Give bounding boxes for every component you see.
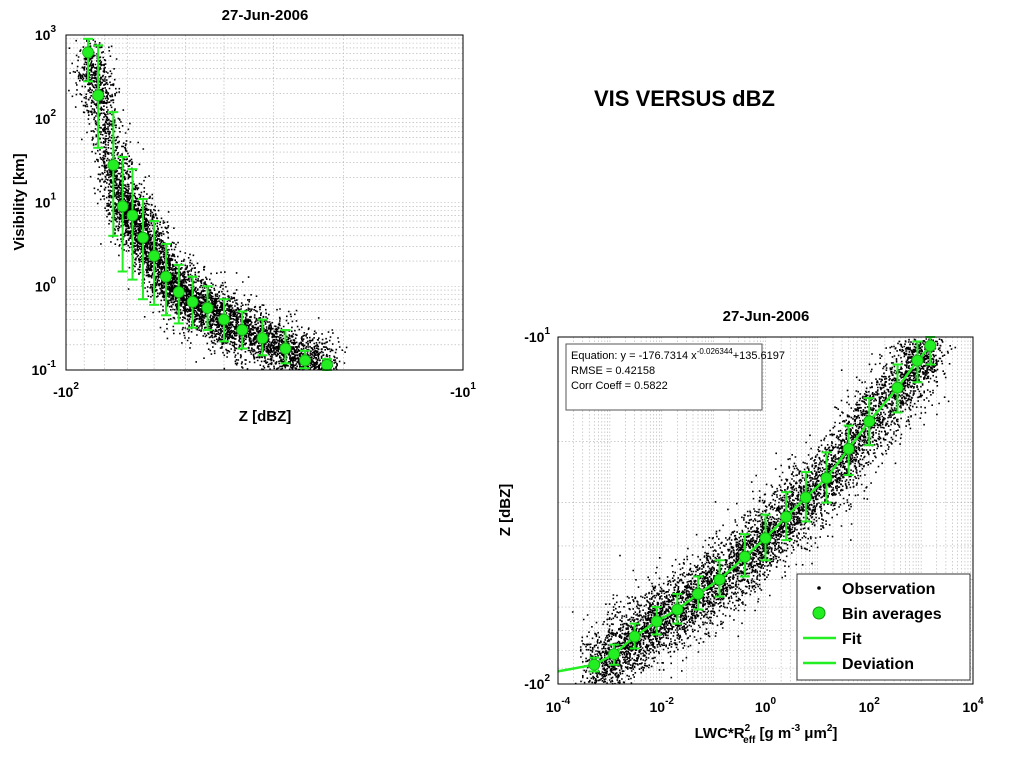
chart1-y-tick-0: 103 bbox=[35, 24, 57, 43]
chart2-y-axis-label: Z [dBZ] bbox=[497, 484, 514, 536]
chart2-bin-point-16 bbox=[924, 336, 937, 366]
chart2-annotation-box: Equation: y = -176.7314 x-0.026344+135.6… bbox=[565, 343, 785, 411]
chart1-bin-point-15 bbox=[299, 349, 311, 370]
chart2-observation-cloud bbox=[569, 338, 957, 685]
chart1-title: 27-Jun-2006 bbox=[222, 7, 309, 24]
legend-bin-averages-label: Bin averages bbox=[842, 606, 942, 623]
chart1-y-axis-label: Visibility [km] bbox=[11, 153, 28, 250]
slide-heading: VIS VERSUS dBZ bbox=[594, 86, 775, 111]
chart2-x-tick-2: 100 bbox=[755, 696, 777, 715]
legend-observation-label: Observation bbox=[842, 581, 935, 598]
chart2-x-tick-labels: 10-4 10-2 100 102 104 bbox=[546, 696, 984, 715]
chart2-legend: Observation Bin averages Fit Deviation bbox=[796, 573, 971, 681]
chart1-bin-point-12 bbox=[236, 310, 249, 350]
chart1-bin-point-1 bbox=[92, 44, 105, 149]
chart2-bin-point-12 bbox=[842, 424, 855, 477]
chart2-x-tick-4: 104 bbox=[962, 696, 984, 715]
legend-observation-marker bbox=[817, 586, 821, 590]
chart1-x-tick-labels: -102 -101 bbox=[53, 381, 476, 400]
chart1-y-tick-4: 10-1 bbox=[32, 359, 57, 378]
chart2-bin-point-7 bbox=[738, 533, 751, 578]
chart1-bin-point-7 bbox=[160, 242, 172, 317]
chart2-x-axis-label: LWC*R2 eff [g m-3 μm2] bbox=[695, 723, 838, 746]
chart2-bin-point-9 bbox=[780, 491, 793, 542]
chart2-equation: Equation: y = -176.7314 x-0.026344+135.6… bbox=[571, 347, 785, 362]
chart2-plot-frame bbox=[557, 336, 974, 685]
chart2-title: 27-Jun-2006 bbox=[723, 308, 810, 325]
chart1-bin-point-6 bbox=[148, 220, 160, 306]
chart2-rmse: RMSE = 0.42158 bbox=[571, 365, 655, 377]
chart1-y-tick-3: 100 bbox=[35, 275, 57, 294]
chart2-x-tick-3: 102 bbox=[859, 696, 881, 715]
chart1-plot-frame bbox=[65, 34, 464, 371]
chart2-bin-point-14 bbox=[891, 363, 904, 414]
chart1-y-tick-labels: 103 102 101 100 10-1 bbox=[32, 24, 57, 378]
chart2-x-tick-0: 10-4 bbox=[546, 696, 571, 715]
chart-visibility-vs-z: 27-Jun-2006 103 102 101 100 10-1 -102 -101 Z … bbox=[11, 7, 476, 425]
legend-fit-label: Fit bbox=[842, 631, 862, 648]
chart2-bin-point-15 bbox=[911, 340, 924, 384]
chart1-bin-point-4 bbox=[126, 168, 139, 281]
chart1-x-axis-label: Z [dBZ] bbox=[239, 408, 291, 425]
chart2-bin-point-3 bbox=[650, 606, 663, 636]
chart2-y-tick-labels: -101 -102 bbox=[524, 326, 550, 692]
chart2-bin-point-13 bbox=[863, 397, 876, 447]
chart-z-vs-lwc: 27-Jun-2006 Equation: y = -176.7314 x-0.… bbox=[497, 308, 984, 746]
chart1-bin-point-8 bbox=[172, 263, 185, 325]
legend-deviation-label: Deviation bbox=[842, 656, 914, 673]
chart2-bin-point-6 bbox=[713, 559, 726, 598]
chart1-bin-point-11 bbox=[218, 298, 230, 343]
chart1-y-tick-2: 101 bbox=[35, 192, 57, 211]
chart1-x-tick-0: -102 bbox=[53, 381, 79, 400]
chart2-bin-point-0 bbox=[588, 656, 601, 673]
chart1-bin-point-9 bbox=[186, 275, 199, 329]
chart1-bin-point-0 bbox=[82, 37, 94, 83]
chart2-corr-coeff: Corr Coeff = 0.5822 bbox=[571, 380, 668, 392]
chart2-y-tick-0: -101 bbox=[524, 326, 550, 345]
chart2-bin-point-1 bbox=[608, 643, 620, 666]
chart2-bin-averages bbox=[588, 336, 937, 673]
chart1-x-tick-1: -101 bbox=[450, 381, 476, 400]
chart2-bin-point-10 bbox=[799, 471, 812, 523]
chart1-bin-point-10 bbox=[201, 285, 214, 332]
chart1-bin-averages bbox=[82, 37, 333, 371]
chart1-bin-point-14 bbox=[279, 329, 292, 365]
chart1-bin-point-2 bbox=[107, 111, 120, 237]
chart2-y-tick-1: -102 bbox=[524, 673, 550, 692]
legend-bin-averages-marker bbox=[812, 606, 826, 620]
chart1-bin-point-16 bbox=[321, 358, 333, 371]
chart1-bin-point-5 bbox=[137, 198, 149, 301]
chart2-x-tick-1: 10-2 bbox=[650, 696, 675, 715]
chart2-bin-point-8 bbox=[759, 513, 772, 562]
chart2-bin-point-11 bbox=[820, 451, 833, 504]
chart2-bin-point-2 bbox=[628, 622, 641, 650]
chart1-bin-point-3 bbox=[116, 155, 129, 273]
chart2-bin-point-4 bbox=[671, 592, 684, 625]
chart1-y-tick-1: 102 bbox=[35, 108, 57, 127]
chart2-bin-point-5 bbox=[692, 575, 704, 611]
chart1-bin-point-13 bbox=[256, 318, 269, 357]
